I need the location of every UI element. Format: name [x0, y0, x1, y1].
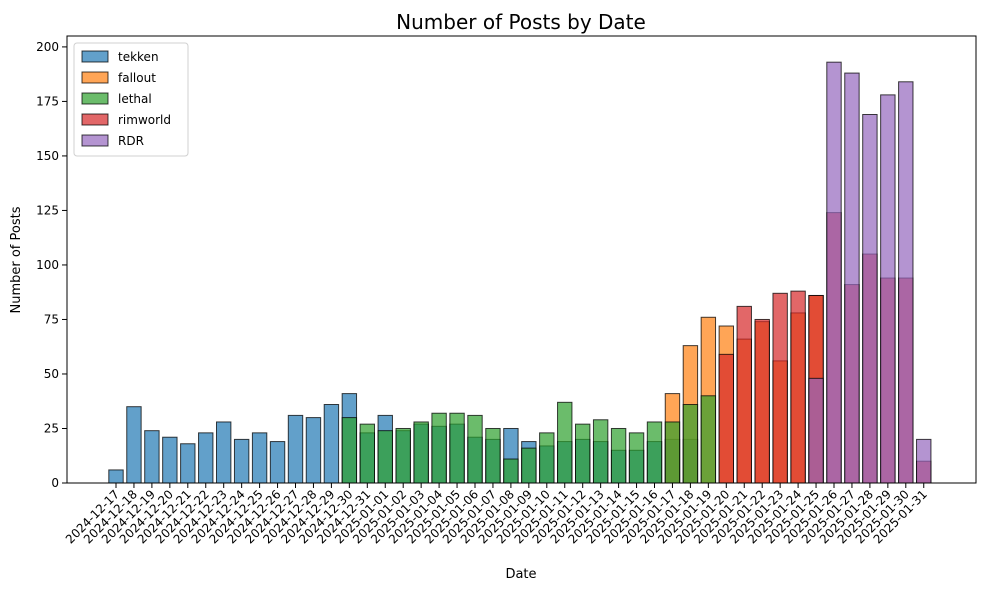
bar-lethal-2025-01-09 — [521, 447, 537, 484]
legend-swatch-rimworld — [81, 113, 109, 126]
bar-lethal-2025-01-15 — [628, 432, 645, 484]
y-tick-label-0: 0 — [51, 476, 59, 490]
y-tick-label-200: 200 — [36, 40, 59, 54]
x-axis-title: Date — [505, 567, 536, 582]
bar-tekken-2024-12-22 — [198, 432, 214, 484]
legend-label-fallout: fallout — [118, 71, 156, 85]
legend-label-rdr: RDR — [118, 134, 144, 148]
y-axis-title: Number of Posts — [9, 206, 24, 313]
bar-rdr-2025-01-29 — [880, 94, 896, 484]
legend-swatch-rdr — [81, 134, 109, 147]
legend-swatch-tekken — [81, 50, 109, 63]
y-tick-label-25: 25 — [44, 421, 59, 435]
bar-lethal-2025-01-13 — [592, 419, 609, 484]
bar-lethal-2025-01-06 — [467, 414, 483, 484]
bar-lethal-2025-01-10 — [539, 432, 555, 484]
plot-frame — [66, 35, 977, 484]
y-tick-label-100: 100 — [36, 258, 59, 272]
bar-rdr-2025-01-31 — [916, 438, 932, 484]
y-tick-label-75: 75 — [44, 312, 59, 326]
bar-lethal-2025-01-14 — [610, 427, 627, 484]
bar-tekken-2024-12-27 — [287, 414, 304, 484]
bar-lethal-2025-01-17 — [664, 421, 681, 484]
bar-lethal-2025-01-07 — [485, 427, 501, 484]
bar-rimworld-2025-01-21 — [736, 305, 752, 484]
bar-tekken-2024-12-25 — [251, 432, 268, 484]
bar-rdr-2025-01-28 — [862, 114, 878, 484]
bar-rdr-2025-01-25 — [808, 377, 824, 484]
bar-tekken-2024-12-19 — [144, 430, 160, 484]
legend-swatch-lethal — [81, 92, 109, 105]
bar-lethal-2025-01-05 — [449, 412, 465, 484]
bar-lethal-2025-01-12 — [575, 423, 591, 484]
legend-label-rimworld: rimworld — [118, 113, 171, 127]
bar-tekken-2024-12-18 — [126, 406, 142, 484]
bar-rdr-2025-01-30 — [898, 81, 914, 484]
bar-lethal-2025-01-18 — [682, 404, 699, 484]
bar-lethal-2025-01-16 — [646, 421, 663, 484]
legend-box — [73, 42, 189, 157]
bar-lethal-2024-12-30 — [341, 417, 358, 484]
legend-label-tekken: tekken — [118, 50, 159, 64]
y-tick-label-50: 50 — [44, 367, 59, 381]
bar-tekken-2024-12-17 — [108, 469, 124, 484]
chart-title: Number of Posts by Date — [396, 10, 646, 34]
y-tick-label-150: 150 — [36, 149, 59, 163]
bar-rdr-2025-01-27 — [844, 72, 860, 484]
bar-rimworld-2025-01-23 — [772, 292, 788, 484]
bar-tekken-2024-12-24 — [233, 438, 250, 484]
legend: tekken fallout lethal rimworld RDR — [73, 42, 189, 157]
bar-tekken-2024-12-26 — [269, 441, 286, 484]
bar-rimworld-2025-01-24 — [790, 290, 806, 484]
bar-tekken-2024-12-23 — [216, 421, 232, 484]
bar-lethal-2025-01-11 — [557, 401, 573, 484]
bar-lethal-2025-01-04 — [431, 412, 447, 484]
bar-tekken-2024-12-21 — [180, 443, 196, 484]
legend-swatch-fallout — [81, 71, 109, 84]
bar-tekken-2024-12-29 — [323, 404, 340, 484]
bar-rdr-2025-01-26 — [826, 61, 842, 484]
y-tick-label-125: 125 — [36, 203, 59, 217]
bar-lethal-2025-01-08 — [503, 458, 519, 484]
bar-lethal-2025-01-03 — [413, 421, 429, 484]
bar-tekken-2024-12-28 — [305, 417, 322, 484]
y-tick-label-175: 175 — [36, 94, 59, 108]
bar-lethal-2025-01-02 — [395, 427, 411, 484]
bar-lethal-2025-01-01 — [377, 430, 393, 484]
bar-lethal-2025-01-19 — [700, 395, 717, 484]
bar-rimworld-2025-01-20 — [718, 353, 734, 484]
y-axis: 0 25 50 75 100 125 150 175 200 — [36, 40, 67, 490]
bar-rimworld-2025-01-22 — [754, 318, 770, 484]
bar-lethal-2024-12-31 — [359, 423, 376, 484]
bar-tekken-2024-12-20 — [162, 436, 178, 484]
legend-label-lethal: lethal — [118, 92, 152, 106]
bars-layer — [108, 61, 932, 484]
x-axis: 2024-12-172024-12-182024-12-192024-12-20… — [63, 483, 930, 546]
